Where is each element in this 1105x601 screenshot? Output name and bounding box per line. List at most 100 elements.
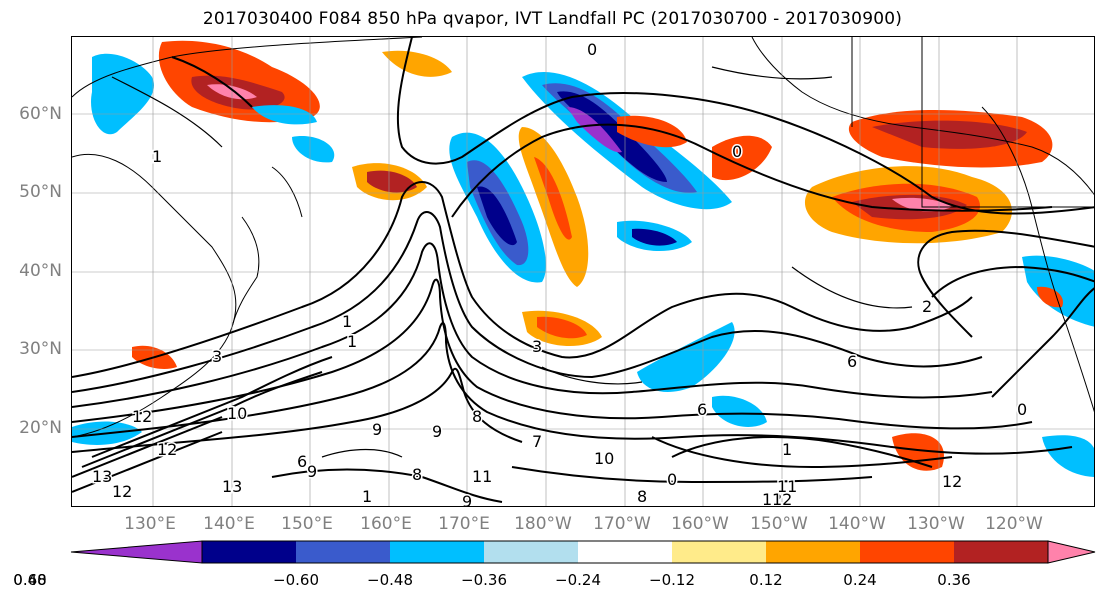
contour-label: 3: [212, 347, 222, 366]
map-canvas: 0 1 1 0 3 3 1 9 10 9 9 8 11 13 8 7 10 11…: [72, 37, 1094, 507]
colorbar-bin: [860, 541, 955, 563]
colorbar-tick-label: 0.60: [13, 571, 47, 589]
map-panel: 0 1 1 0 3 3 1 9 10 9 9 8 11 13 8 7 10 11…: [71, 36, 1095, 507]
colorbar-tick-label: 0.12: [749, 571, 783, 589]
shading-cool: [712, 395, 767, 427]
colorbar-bin: [672, 541, 767, 563]
contour-label: 11: [472, 467, 492, 486]
contour-label: 12: [132, 407, 152, 426]
colorbar: [70, 540, 1096, 564]
colorbar-bin: [484, 541, 579, 563]
colorbar-bin: [766, 541, 861, 563]
contour-label: 12: [942, 472, 962, 491]
contour-label: 8: [637, 487, 647, 506]
shading-cool: [252, 105, 317, 125]
contour-label: 11: [777, 477, 797, 496]
contour-label: 1: [347, 332, 357, 351]
colorbar-bin: [578, 541, 673, 563]
map-title: 2017030400 F084 850 hPa qvapor, IVT Land…: [202, 9, 903, 29]
shading-hot: [534, 157, 572, 240]
shading-warm: [1037, 286, 1063, 308]
contour-label: 9: [462, 492, 472, 507]
lon-label: 160°E: [360, 514, 412, 534]
lat-label: 30°N: [19, 339, 62, 359]
contour-label: 12: [157, 440, 177, 459]
shading-warm: [382, 50, 452, 77]
contour-label: 6: [297, 452, 307, 471]
shading-cool-strong: [632, 228, 677, 246]
contour-label: 9: [307, 462, 317, 481]
contour-label: 8: [472, 407, 482, 426]
contour-label: 9: [372, 420, 382, 439]
shading-cool: [292, 136, 335, 163]
colorbar-extend-min: [70, 540, 203, 564]
lat-label: 50°N: [19, 182, 62, 202]
lon-label: 130°W: [907, 514, 965, 534]
contour-label: 0: [667, 470, 677, 489]
shading-cool: [1022, 255, 1094, 327]
colorbar-bin: [202, 541, 297, 563]
colorbar-extend-max: [1047, 540, 1096, 564]
colorbar-tick-label: 0.36: [937, 571, 971, 589]
contour-label: 10: [594, 449, 614, 468]
contour-label: 2: [922, 297, 932, 316]
colorbar-bin: [296, 541, 391, 563]
shading-hot-strong: [367, 170, 417, 193]
lat-label: 60°N: [19, 104, 62, 124]
colorbar-outline: [201, 540, 1049, 564]
contour-label: 13: [92, 467, 112, 486]
lon-label: 160°W: [671, 514, 729, 534]
shading-warm: [617, 115, 687, 148]
lon-label: 140°W: [828, 514, 886, 534]
contour-label: 0: [1017, 400, 1027, 419]
contour-label: 6: [847, 352, 857, 371]
colorbar-tick-label: −0.36: [461, 571, 507, 589]
lat-label: 20°N: [19, 418, 62, 438]
colorbar-tick-label: −0.12: [649, 571, 695, 589]
colorbar-tick-label: 0.24: [843, 571, 877, 589]
contour-label: 12: [772, 490, 792, 507]
lon-label: 170°W: [593, 514, 651, 534]
shading-hot: [537, 316, 587, 339]
shading-layer: [72, 40, 1094, 477]
ivt-contours: [72, 37, 1094, 503]
shading-hot-strong: [872, 120, 1027, 149]
contour-labels: 0 1 1 0 3 3 1 9 10 9 9 8 11 13 8 7 10 11…: [91, 39, 1029, 507]
contour-label: 7: [532, 432, 542, 451]
ivt-contours-thin: [111, 66, 913, 458]
lon-label: 150°E: [281, 514, 333, 534]
lon-label: 180°W: [514, 514, 572, 534]
contour-label: 0: [587, 40, 597, 59]
colorbar-tick-label: −0.48: [367, 571, 413, 589]
shading-warm: [712, 135, 772, 181]
colorbar-bin: [390, 541, 485, 563]
contour-label: 6: [697, 400, 707, 419]
contour-label: 1: [362, 487, 372, 506]
colorbar-bin: [954, 541, 1049, 563]
contour-label: 3: [532, 337, 542, 356]
colorbar-svg: [70, 540, 1096, 564]
contour-label: 1: [782, 440, 792, 459]
contour-label: 13: [222, 477, 242, 496]
shading-min: [567, 107, 622, 153]
contour-label: 1: [152, 147, 162, 166]
lon-label: 120°W: [985, 514, 1043, 534]
colorbar-tick-label: −0.24: [555, 571, 601, 589]
coastlines: [72, 37, 1094, 438]
shading-cool: [637, 322, 735, 392]
colorbar-tick-label: −0.60: [273, 571, 319, 589]
contour-label: 10: [227, 404, 247, 423]
contour-label: 8: [412, 465, 422, 484]
contour-label: 1: [342, 312, 352, 331]
colorbar-tick-label: 0.48: [13, 571, 47, 589]
shading-cool: [1042, 435, 1094, 477]
lon-label: 130°E: [124, 514, 176, 534]
contour-label: 12: [762, 490, 782, 507]
lon-label: 170°E: [438, 514, 490, 534]
lon-label: 140°E: [203, 514, 255, 534]
lon-label: 150°W: [750, 514, 808, 534]
contour-label: 0: [732, 142, 742, 161]
lat-label: 40°N: [19, 261, 62, 281]
shading-cool-max: [477, 186, 517, 246]
contour-label: 9: [432, 422, 442, 441]
